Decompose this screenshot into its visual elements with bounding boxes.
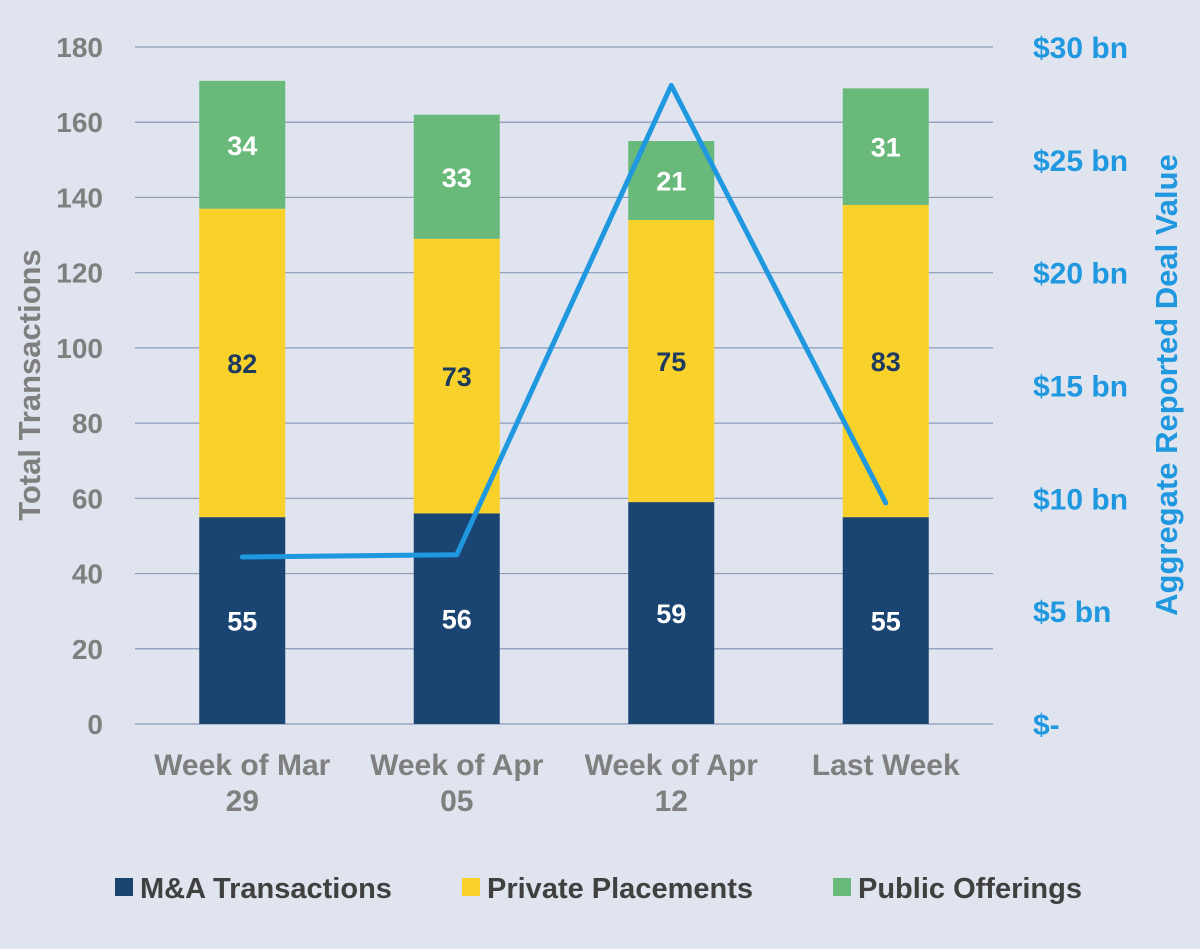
right-axis-tick-label: $15 bn: [1033, 371, 1128, 404]
category-label-line: 29: [226, 785, 259, 818]
category-label-line: Last Week: [812, 749, 960, 782]
deal-value-line: [239, 82, 889, 560]
left-axis-tick-label: 60: [72, 483, 103, 514]
legend: M&A Transactions Private Placements Public…: [115, 873, 1082, 905]
bar-data-label: 21: [656, 167, 686, 197]
category-label: Last Week: [812, 749, 960, 782]
bar-data-label: 31: [871, 133, 901, 163]
bar-segment: [199, 80, 286, 209]
bar-data-label: 75: [656, 347, 686, 377]
left-axis-tick-label: 100: [56, 333, 103, 364]
bar-data-label: 55: [871, 607, 901, 637]
bar-data-label: 82: [227, 349, 257, 379]
category-label-line: Week of Apr: [370, 749, 544, 782]
left-axis-tick-label: 140: [56, 182, 103, 213]
bar-data-label: 56: [442, 605, 472, 635]
bar-segment: [628, 141, 715, 221]
left-axis-title: Total Transactions: [12, 249, 47, 521]
bar-data-label: 34: [227, 131, 257, 161]
right-axis-tick-label: $5 bn: [1033, 596, 1111, 629]
left-axis-tick-label: 20: [72, 634, 103, 665]
category-label-line: 05: [440, 785, 473, 818]
legend-label: M&A Transactions: [140, 873, 392, 905]
data-labels: 55 82 34 56 73 33 59 75 21 55 83 31: [227, 131, 901, 637]
right-axis-tick-label: $30 bn: [1033, 32, 1128, 65]
bar-data-label: 73: [442, 362, 472, 392]
bar-segment: [842, 517, 929, 724]
bar-segment: [842, 88, 929, 205]
category-label: Week of Apr 05: [370, 749, 544, 818]
bar-data-label: 33: [442, 163, 472, 193]
bar-segment: [199, 517, 286, 724]
bar-segment: [413, 114, 500, 239]
right-axis-tick-label: $-: [1033, 709, 1060, 742]
category-label-line: 12: [655, 785, 688, 818]
bar-stacks: [199, 80, 929, 724]
right-axis-tick-label: $25 bn: [1033, 145, 1128, 178]
right-axis-tick-label: $10 bn: [1033, 483, 1128, 516]
legend-swatch: [462, 878, 480, 896]
right-axis-ticks: $- $5 bn $10 bn $15 bn $20 bn $25 bn $30 bn: [1033, 32, 1128, 742]
legend-label: Public Offerings: [858, 873, 1082, 905]
right-axis-title: Aggregate Reported Deal Value: [1149, 154, 1184, 616]
bar-segment: [413, 238, 500, 514]
bar-segment: [628, 220, 715, 503]
category-label-line: Week of Apr: [585, 749, 759, 782]
left-axis-tick-label: 120: [56, 258, 103, 289]
left-axis-ticks: 0 20 40 60 80 100 120 140 160 180: [56, 32, 103, 740]
bar-data-label: 59: [656, 599, 686, 629]
bar-segment: [842, 204, 929, 518]
left-axis-tick-label: 40: [72, 559, 103, 590]
bar-data-label: 83: [871, 347, 901, 377]
legend-swatch: [115, 878, 133, 896]
legend-swatch: [833, 878, 851, 896]
left-axis-tick-label: 80: [72, 408, 103, 439]
right-axis-tick-label: $20 bn: [1033, 258, 1128, 291]
bar-data-label: 55: [227, 607, 257, 637]
category-label-line: Week of Mar: [154, 749, 330, 782]
category-label: Week of Apr 12: [585, 749, 759, 818]
left-axis-tick-label: 0: [87, 709, 103, 740]
category-label: Week of Mar 29: [154, 749, 330, 818]
bar-segment: [628, 502, 715, 724]
bar-segment: [413, 513, 500, 724]
left-axis-tick-label: 180: [56, 32, 103, 63]
left-axis-tick-label: 160: [56, 107, 103, 138]
legend-label: Private Placements: [487, 873, 753, 905]
bar-segment: [199, 208, 286, 518]
deal-value-line-layer: [239, 82, 889, 560]
